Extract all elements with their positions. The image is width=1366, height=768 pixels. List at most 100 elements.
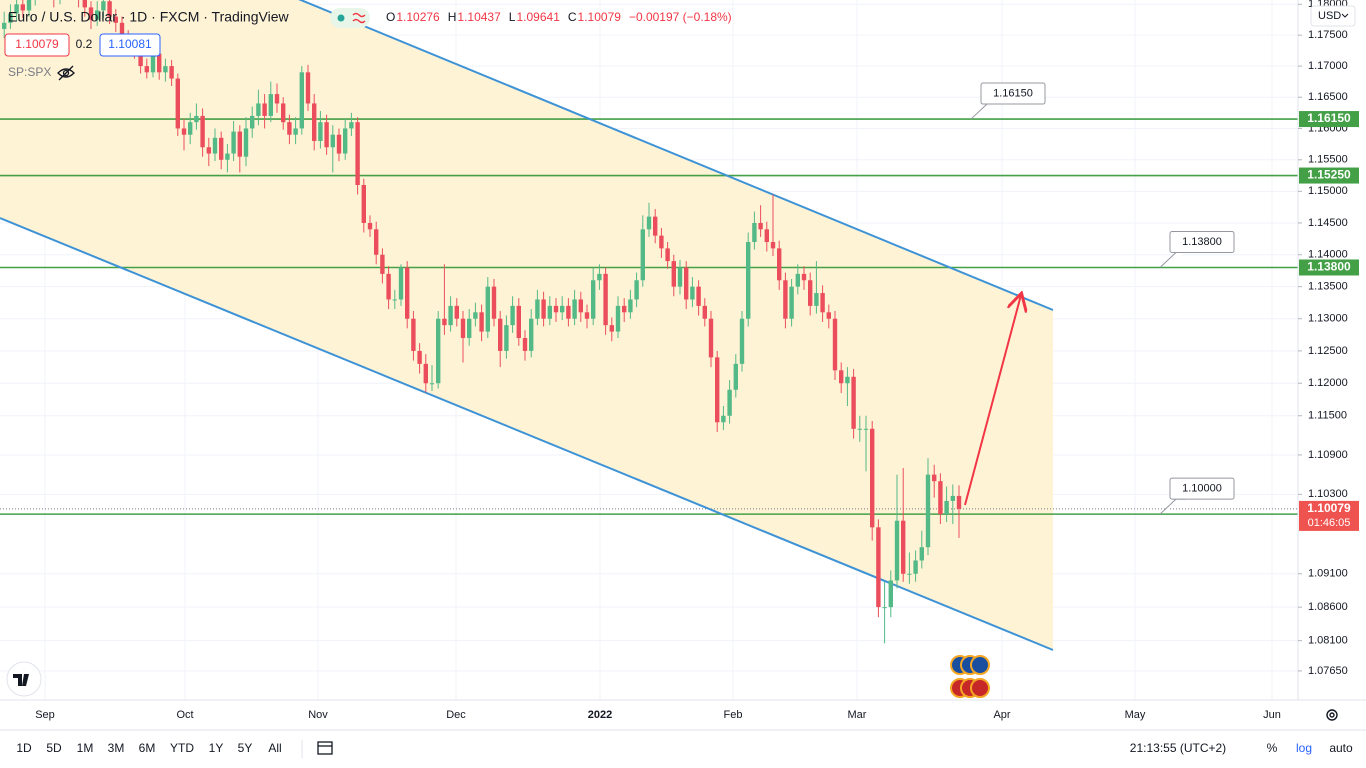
candle-body (832, 318, 838, 371)
candle-body (138, 50, 143, 67)
settings-icon[interactable] (1326, 709, 1338, 721)
level-label-bg (1299, 167, 1359, 184)
bid-box[interactable] (4, 33, 70, 57)
candle-body (764, 229, 769, 243)
candle-body (758, 222, 763, 230)
x-tick-label: Jun (1263, 709, 1281, 721)
currency-box[interactable] (1310, 5, 1356, 27)
candle-body (175, 78, 180, 129)
candle-body (907, 573, 912, 575)
level-label: 1.13800 (1307, 260, 1351, 274)
range-button[interactable]: 1D (16, 741, 32, 755)
candle-body (708, 318, 714, 358)
date-range-icon[interactable] (317, 741, 333, 755)
callout-box[interactable] (1169, 230, 1235, 253)
candle-body (318, 122, 323, 141)
candle-body (380, 254, 385, 274)
bid: 1.10079 (15, 37, 59, 51)
scale-option[interactable]: log (1296, 741, 1312, 755)
y-tick-label: 1.09100 (1308, 568, 1348, 580)
x-tick-label: Oct (176, 709, 193, 721)
range-button[interactable]: 5Y (238, 741, 253, 755)
candle-body (423, 363, 428, 384)
y-tick-label: 1.07650 (1308, 665, 1348, 677)
candle-body (95, 10, 100, 20)
candle-body (262, 103, 267, 116)
forecast-arrow[interactable] (964, 295, 1021, 506)
ask: 1.10081 (108, 37, 152, 51)
candle-body (516, 305, 521, 339)
plot-area: 1.16150 1.13800 1.10000 (0, 0, 1298, 700)
ohlc-value: 1.10079 (578, 10, 622, 24)
time-axis[interactable]: Sep Oct Nov Dec 2022 Feb Mar Apr May Jun (35, 709, 1281, 721)
candle-body (26, 0, 32, 11)
candle-body (529, 318, 534, 351)
candle-body (746, 242, 751, 319)
hide-icon[interactable] (57, 65, 75, 81)
candle-body (752, 222, 757, 243)
candle-body (436, 318, 441, 384)
range-button[interactable]: YTD (170, 741, 194, 755)
range-button[interactable]: 6M (139, 741, 156, 755)
candle-body (659, 235, 664, 249)
candle-body (783, 280, 788, 319)
candle-body (789, 286, 794, 319)
candle-body (274, 94, 280, 104)
tv-logo[interactable] (6, 661, 42, 697)
channel-upper[interactable] (0, 0, 1054, 311)
callout-box[interactable] (980, 82, 1046, 105)
ask-box[interactable] (99, 33, 161, 57)
ohlc-name: H (448, 10, 457, 24)
candle-body (671, 261, 676, 287)
event-icons[interactable] (950, 655, 990, 698)
candle-body (405, 267, 410, 319)
candle-body (622, 305, 627, 313)
callout-box[interactable] (1169, 477, 1235, 500)
price-scale[interactable]: 1.180001.175001.170001.165001.160001.155… (1298, 0, 1359, 677)
candle-body (101, 1, 106, 11)
candle-body (795, 273, 800, 287)
scale-option[interactable]: % (1267, 741, 1278, 755)
range-button[interactable]: 5D (46, 741, 62, 755)
candle-body (609, 325, 614, 332)
y-tick-label: 1.15500 (1308, 154, 1348, 166)
status-icon (352, 12, 366, 24)
candle-body (473, 312, 478, 319)
candle-body (411, 318, 416, 351)
candle-body (944, 500, 949, 515)
y-tick-label: 1.14000 (1308, 249, 1348, 261)
candle-body (343, 128, 348, 154)
clock[interactable]: 21:13:55 (UTC+2) (1130, 741, 1226, 755)
candle-body (349, 122, 354, 129)
ohlc-name: O (386, 10, 395, 24)
candle-body (200, 115, 205, 148)
range-button[interactable]: All (268, 741, 281, 755)
candle-body (225, 153, 230, 160)
y-tick-label: 1.08100 (1308, 635, 1348, 647)
candle-body (355, 122, 360, 186)
candle-body (882, 607, 887, 609)
candle-body (287, 122, 292, 135)
y-tick-label: 1.12500 (1308, 345, 1348, 357)
ohlc-value: 1.10276 (396, 10, 440, 24)
candle-body (901, 520, 906, 574)
currency: USD (1318, 10, 1341, 22)
x-tick-label: Mar (848, 709, 867, 721)
candle-body (163, 66, 168, 73)
y-tick-label: 1.10300 (1308, 488, 1348, 500)
overlay-symbol[interactable]: SP:SPX (8, 65, 51, 79)
candle-body (702, 305, 707, 319)
candle-body (845, 376, 850, 384)
level-label-bg (1299, 259, 1359, 276)
candle-body (733, 363, 738, 390)
range-button[interactable]: 1M (77, 741, 94, 755)
candle-body (250, 115, 255, 129)
candle-body (367, 222, 373, 230)
status-pill[interactable] (330, 8, 370, 28)
candle-body (243, 128, 249, 157)
candle-body (932, 474, 937, 482)
range-button[interactable]: 1Y (209, 741, 224, 755)
scale-option[interactable]: auto (1329, 741, 1353, 755)
range-button[interactable]: 3M (108, 741, 125, 755)
candle-body (894, 520, 900, 581)
